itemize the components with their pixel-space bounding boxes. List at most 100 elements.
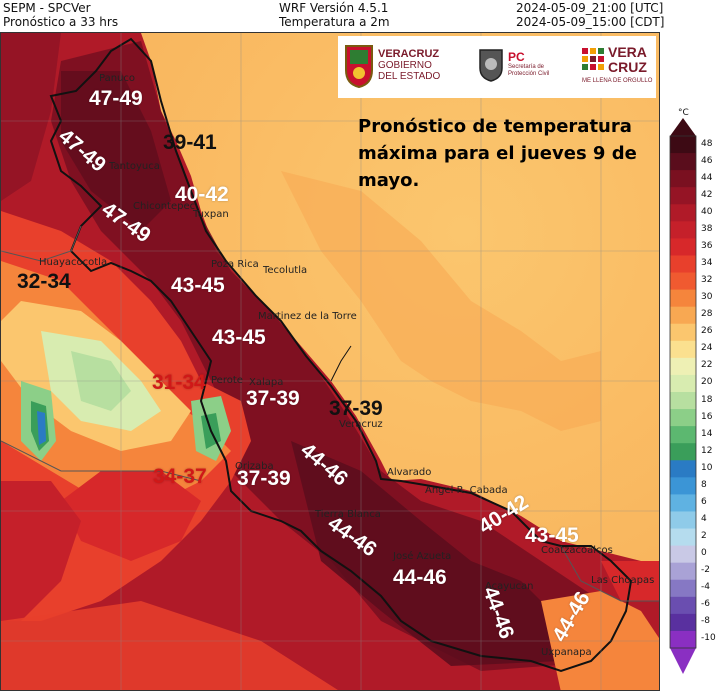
colorbar-swatch — [670, 409, 696, 427]
pc-logo-sub1: Secretaría de — [508, 64, 545, 70]
temp-range-label: 40-42 — [175, 183, 229, 206]
city-label-huayacocotla: Huayacocotla — [39, 257, 108, 268]
city-label-perote: Perote — [211, 375, 243, 386]
city-label-chicontepec: Chicontepec — [133, 201, 196, 212]
city-label-orizaba: Orizaba — [235, 461, 274, 472]
pc-logo-title: PC — [508, 50, 525, 64]
temp-range-label: 43-45 — [525, 524, 579, 547]
model-version-label: WRF Versión 4.5.1 — [279, 1, 389, 15]
temp-range-label: 32-34 — [17, 270, 71, 293]
city-label-acayucan: Acayucan — [485, 581, 534, 592]
pc-logo-sub2: Protección Civil — [508, 71, 550, 77]
city-label-martinez: Martinez de la Torre — [258, 311, 357, 322]
colorbar-top-arrow — [670, 118, 696, 136]
colorbar-swatch — [670, 221, 696, 239]
city-label-tuxpan: Tuxpan — [193, 209, 229, 220]
colorbar-tick-label: 26 — [701, 326, 713, 337]
colorbar-tick-label: 36 — [701, 240, 713, 251]
temp-range-label: 44-46 — [393, 566, 447, 589]
colorbar-swatch — [670, 443, 696, 461]
logo-banner: VERACRUZ GOBIERNO DEL ESTADO PC Secretar… — [338, 36, 656, 98]
brand-slogan-text: ME LLENA DE ORGULLO — [582, 78, 653, 84]
colorbar-swatch — [670, 136, 696, 154]
temp-range-label: 39-41 — [163, 131, 217, 154]
civil-protection-shield-icon — [479, 49, 503, 82]
colorbar-swatch — [670, 170, 696, 188]
city-label-xalapa: Xalapa — [249, 377, 284, 388]
colorbar-swatch — [670, 204, 696, 222]
city-label-tecolutla: Tecolutla — [263, 265, 308, 276]
colorbar-swatch — [670, 153, 696, 171]
colorbar-swatch — [670, 460, 696, 478]
brand-vera-text: VERA — [608, 44, 647, 60]
colorbar-tick-label: 32 — [701, 275, 713, 286]
colorbar-swatch — [670, 545, 696, 564]
brand-cruz-text: CRUZ — [608, 59, 647, 75]
colorbar-swatch — [670, 477, 696, 495]
city-label-jose-azueta: José Azueta — [393, 551, 452, 562]
colorbar-swatch — [670, 528, 696, 547]
colorbar-tick-label: 12 — [701, 445, 713, 456]
colorbar-swatch — [670, 426, 696, 444]
colorbar-tick-label: -10 — [701, 633, 716, 644]
model-label: SEPM - SPCVer — [3, 1, 91, 15]
colorbar-tick-label: 2 — [701, 531, 707, 542]
colorbar-swatch — [670, 511, 696, 530]
temp-range-label: 37-39 — [246, 387, 300, 410]
utc-time-label: 2024-05-09_21:00 [UTC] — [516, 1, 664, 15]
temp-range-label: 47-49 — [89, 87, 143, 110]
city-label-uxpanapa: Uxpanapa — [541, 647, 592, 658]
colorbar-swatch — [670, 306, 696, 325]
city-label-coatzacoalcos: Coatzacoalcos — [541, 545, 613, 556]
cdt-time-label: 2024-05-09_15:00 [CDT] — [516, 15, 665, 29]
colorbar-swatch — [670, 613, 696, 632]
colorbar-swatch — [670, 323, 696, 342]
colorbar-tick-label: 38 — [701, 223, 713, 234]
colorbar-swatch — [670, 562, 696, 581]
veracruz-shield-icon — [345, 45, 373, 88]
city-label-alvarado: Alvarado — [387, 467, 432, 478]
city-label-las-choapas: Las Choapas — [591, 575, 655, 586]
temperature-map: Panuco Tantoyuca Chicontepec Tuxpan Huay… — [0, 32, 660, 691]
colorbar-swatch — [670, 630, 696, 649]
colorbar-tick-label: 24 — [701, 343, 713, 354]
colorbar-tick-label: 0 — [701, 548, 707, 559]
colorbar-swatch — [670, 340, 696, 359]
temp-range-label: 31-34 — [152, 371, 206, 394]
colorbar-tick-label: 6 — [701, 496, 707, 507]
colorbar-swatch — [670, 392, 696, 410]
colorbar-tick-label: 10 — [701, 462, 713, 473]
colorbar-tick-label: 20 — [701, 377, 713, 388]
colorbar-tick-label: -8 — [701, 616, 710, 627]
colorbar-tick-label: 14 — [701, 428, 713, 439]
map-canvas — [1, 33, 659, 690]
gov-logo-line1: VERACRUZ — [378, 48, 440, 60]
colorbar-tick-label: 34 — [701, 258, 713, 268]
colorbar-bottom-arrow — [670, 648, 696, 674]
forecast-note: Pronóstico de temperatura máxima para el… — [358, 116, 637, 191]
colorbar-swatch — [670, 238, 696, 256]
city-label-veracruz: Veracruz — [339, 419, 383, 430]
colorbar-tick-label: 8 — [701, 479, 707, 490]
colorbar-tick-label: 40 — [701, 206, 713, 217]
variable-label: Temperatura a 2m — [279, 15, 390, 29]
colorbar-tick-label: 48 — [701, 138, 713, 149]
colorbar-swatch — [670, 357, 696, 376]
colorbar-tick-label: 22 — [701, 360, 713, 371]
city-label-tierra-blanca: Tierra Blanca — [315, 509, 381, 520]
colorbar-tick-label: 28 — [701, 309, 713, 320]
colorbar-swatch — [670, 272, 696, 291]
veracruz-brand-icon — [582, 48, 604, 70]
colorbar-swatch — [670, 187, 696, 205]
gov-logo-line2: GOBIERNO — [378, 60, 432, 71]
colorbar-swatch — [670, 494, 696, 512]
colorbar-tick-label: 30 — [701, 292, 713, 303]
colorbar-swatch — [670, 289, 696, 308]
forecast-lead-label: Pronóstico a 33 hrs — [3, 15, 119, 29]
colorbar: °C 48 46 44 42 40 38 36 34 32 30 28 26 24 22 20 18 16 14 1… — [668, 108, 720, 683]
colorbar-tick-label: 16 — [701, 411, 713, 422]
temp-range-label: 43-45 — [212, 326, 266, 349]
city-label-panuco: Panuco — [99, 73, 136, 84]
colorbar-unit: °C — [678, 108, 689, 118]
colorbar-tick-label: 44 — [701, 172, 713, 183]
